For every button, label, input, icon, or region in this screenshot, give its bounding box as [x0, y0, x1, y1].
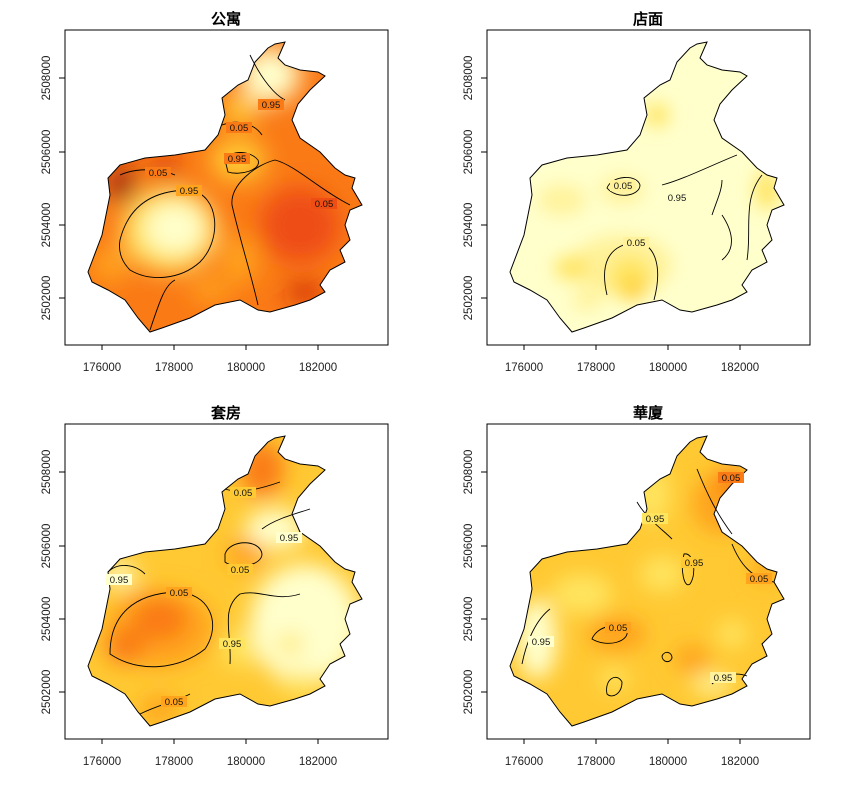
contour-label: 0.05 — [170, 588, 189, 599]
contour-labels: 0.95 0.05 0.05 0.95 0.05 0.95 0.05 — [106, 487, 302, 708]
district-boundary — [87, 41, 363, 333]
x-tick-label: 178000 — [577, 362, 615, 374]
contour-label: 0.95 — [532, 637, 551, 648]
contour-label: 0.05 — [614, 181, 633, 192]
contour-label: 0.95 — [280, 533, 299, 544]
y-tick-label: 2504000 — [41, 597, 53, 642]
district-boundary — [87, 435, 363, 727]
y-tick-label: 2506000 — [463, 130, 475, 175]
contour-label: 0.05 — [609, 623, 628, 634]
panel-title: 華廈 — [633, 404, 663, 422]
y-tick-label: 2506000 — [463, 524, 475, 569]
contour-labels: 0.05 0.95 0.95 0.05 0.95 0.05 0.95 — [528, 472, 772, 684]
contour-label: 0.05 — [231, 565, 250, 576]
district-boundary — [509, 435, 785, 727]
map-panel-1-svg: 公寓 0.95 0.05 0.95 — [41, 10, 389, 374]
y-tick-label: 2502000 — [41, 276, 53, 321]
y-tick-label: 2508000 — [463, 450, 475, 495]
x-tick-label: 182000 — [721, 362, 759, 374]
x-axis: 176000 178000 180000 182000 — [505, 344, 759, 374]
map-panel-2: 店面 0.05 0.95 0.05 — [422, 0, 844, 394]
y-tick-label: 2506000 — [41, 130, 53, 175]
map-panel-4: 華廈 0.05 0.95 — [422, 394, 844, 788]
contour-label: 0.95 — [668, 193, 687, 204]
contour-label: 0.95 — [180, 186, 199, 197]
panel-title: 店面 — [633, 10, 663, 28]
x-tick-label: 178000 — [155, 756, 193, 768]
map-panel-3: 套房 0.95 0.05 0.05 — [0, 394, 422, 788]
x-axis: 176000 178000 180000 182000 — [83, 344, 337, 374]
y-tick-label: 2506000 — [41, 524, 53, 569]
y-axis: 2502000 2504000 2506000 2508000 — [41, 56, 66, 321]
contour-label: 0.05 — [149, 168, 168, 179]
y-tick-label: 2502000 — [463, 276, 475, 321]
contour-label: 0.05 — [750, 574, 769, 585]
contour-label: 0.05 — [722, 473, 741, 484]
x-tick-label: 176000 — [83, 756, 121, 768]
x-tick-label: 180000 — [227, 362, 265, 374]
x-tick-label: 176000 — [505, 756, 543, 768]
contour-label: 0.05 — [315, 199, 334, 210]
contour-label: 0.05 — [234, 488, 253, 499]
contour-label: 0.95 — [110, 575, 129, 586]
map-panel-3-svg: 套房 0.95 0.05 0.05 — [41, 404, 389, 768]
contour-label: 0.95 — [685, 558, 704, 569]
x-tick-label: 182000 — [721, 756, 759, 768]
x-tick-label: 180000 — [227, 756, 265, 768]
y-axis: 2502000 2504000 2506000 2508000 — [41, 450, 66, 715]
y-tick-label: 2508000 — [41, 450, 53, 495]
x-tick-label: 176000 — [505, 362, 543, 374]
y-tick-label: 2508000 — [463, 56, 475, 101]
district-boundary — [509, 41, 785, 333]
contour-label: 0.05 — [627, 238, 646, 249]
x-axis: 176000 178000 180000 182000 — [83, 738, 337, 768]
x-tick-label: 182000 — [299, 756, 337, 768]
y-tick-label: 2502000 — [41, 670, 53, 715]
panel-title: 套房 — [210, 404, 241, 422]
y-tick-label: 2504000 — [463, 597, 475, 642]
x-tick-label: 178000 — [577, 756, 615, 768]
y-tick-label: 2504000 — [463, 203, 475, 248]
contour-labels: 0.95 0.05 0.95 0.05 0.95 0.05 — [145, 99, 337, 210]
contour-label: 0.95 — [228, 154, 247, 165]
x-tick-label: 180000 — [649, 756, 687, 768]
contour-label: 0.05 — [165, 697, 184, 708]
contour-label: 0.95 — [262, 100, 281, 111]
contour-label: 0.95 — [223, 639, 242, 650]
y-tick-label: 2508000 — [41, 56, 53, 101]
contour-label: 0.95 — [646, 514, 665, 525]
x-tick-label: 176000 — [83, 362, 121, 374]
y-tick-label: 2502000 — [463, 670, 475, 715]
panel-title: 公寓 — [211, 10, 241, 28]
x-axis: 176000 178000 180000 182000 — [505, 738, 759, 768]
x-tick-label: 180000 — [649, 362, 687, 374]
y-axis: 2502000 2504000 2506000 2508000 — [463, 56, 488, 321]
contour-labels: 0.05 0.95 0.05 — [610, 180, 690, 249]
y-axis: 2502000 2504000 2506000 2508000 — [463, 450, 488, 715]
x-tick-label: 178000 — [155, 362, 193, 374]
y-tick-label: 2504000 — [41, 203, 53, 248]
map-panel-2-svg: 店面 0.05 0.95 0.05 — [463, 10, 811, 374]
contour-label: 0.05 — [230, 123, 249, 134]
x-tick-label: 182000 — [299, 362, 337, 374]
map-panel-4-svg: 華廈 0.05 0.95 — [463, 404, 811, 768]
map-panel-1: 公寓 0.95 0.05 0.95 — [0, 0, 422, 394]
contour-label: 0.95 — [714, 673, 733, 684]
